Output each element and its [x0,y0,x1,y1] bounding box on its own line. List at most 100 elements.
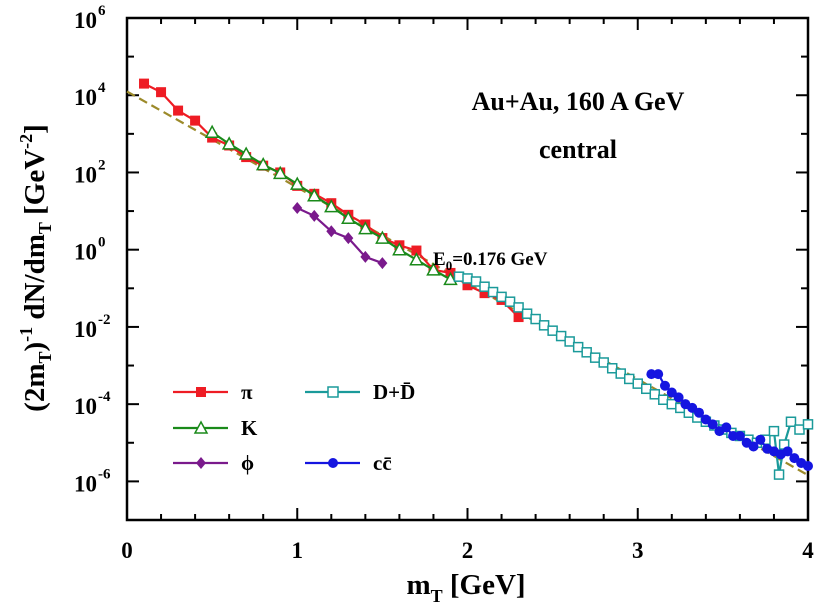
y-tick-label: 10 [74,394,97,419]
data-point [538,320,550,331]
data-point [204,124,220,138]
y-tick-label-exponent: 6 [98,3,106,19]
data-point [453,271,465,282]
data-point [755,434,766,445]
data-point [343,232,354,245]
legend-entry: cc̄ [305,451,392,475]
data-point [327,386,339,398]
axis-ticks [126,17,809,521]
y-tick-label-exponent: 0 [98,235,106,251]
fit-annotation: E0=0.176 GeV [433,249,548,273]
y-tick-label: 10 [74,317,97,342]
data-point [802,419,814,430]
data-point [341,210,356,225]
data-point [173,105,184,116]
fit-annotation-rest: =0.176 GeV [452,249,548,270]
data-point [504,296,516,307]
data-point [782,446,793,457]
y-tick-label-exponent: -4 [98,389,111,405]
x-tick-label: 3 [632,538,644,563]
y-tick-label: 10 [74,8,97,33]
data-point [292,202,303,215]
y-axis-title: (2mT)-1 dN/dmT [GeV-2] [16,124,55,412]
data-point [139,78,150,89]
y-tick-label: 10 [74,85,97,110]
data-point [375,230,390,244]
data-point [289,176,305,190]
data-point [324,199,339,213]
x-axis-title-sub: T [431,586,443,606]
data-point [190,115,201,126]
data-point [785,416,797,428]
data-point [734,430,745,441]
data-point [659,380,670,391]
data-point [794,424,805,435]
data-point [255,157,271,171]
data-point [360,250,371,263]
y-axis-title-c: dN/dm [19,234,51,327]
y-axis-title-b: ) [19,342,51,352]
data-point [196,457,206,469]
data-point [479,281,490,292]
x-tick-label: 2 [462,538,474,563]
data-point [694,407,705,418]
series-3 [453,271,814,480]
data-point [392,242,407,256]
data-point [555,330,567,342]
data-point [443,271,458,286]
data-point [673,392,684,403]
data-point [513,302,524,313]
data-point [632,378,643,389]
data-point [221,136,237,150]
x-tick-label: 4 [802,538,814,563]
legend-label: K [241,416,258,440]
x-axis-title-unit: [GeV] [443,569,526,601]
chart-title-line1: Au+Au, 160 A GeV [472,87,685,116]
data-point [623,373,635,385]
data-point [641,383,652,395]
x-axis-title: mT [GeV] [406,569,525,606]
y-axis-title-e: ] [19,124,51,134]
x-tick-label: 0 [121,538,133,563]
series-layer [139,78,814,480]
data-point [803,461,813,472]
y-tick-label: 10 [74,162,97,187]
legend-entry: D+D̄ [305,380,415,404]
legend-entry: π [173,380,253,404]
data-point [193,420,209,434]
data-point [409,252,424,266]
data-point [666,398,678,410]
legend-entry: ϕ [173,451,254,475]
data-point [156,87,167,98]
data-point [328,458,338,468]
data-point [649,389,661,400]
legend: πKϕ D+D̄ cc̄ [173,380,415,475]
legend-label: D+D̄ [373,380,415,404]
data-point [572,341,584,353]
legend-label: π [241,380,253,404]
data-point [564,336,575,347]
data-point [479,288,490,299]
data-point [658,394,669,406]
data-point [589,352,601,363]
data-point [653,369,664,380]
legend-label: cc̄ [373,451,392,475]
data-point [615,368,626,379]
data-point [196,387,206,397]
legend-entry: K [173,416,258,440]
data-point [707,419,718,430]
data-point [521,308,533,319]
data-point [462,280,473,291]
y-axis-title-a: (2m [19,364,51,412]
data-point [598,357,609,368]
data-point [547,325,558,336]
y-tick-label: 10 [74,471,97,496]
y-axis-title-sub1: T [35,351,55,363]
data-point [309,209,320,222]
fit-annotation-sub: 0 [446,258,453,273]
y-tick-label-exponent: 4 [98,80,106,96]
data-point [748,441,759,452]
x-tick-label: 1 [292,538,304,563]
